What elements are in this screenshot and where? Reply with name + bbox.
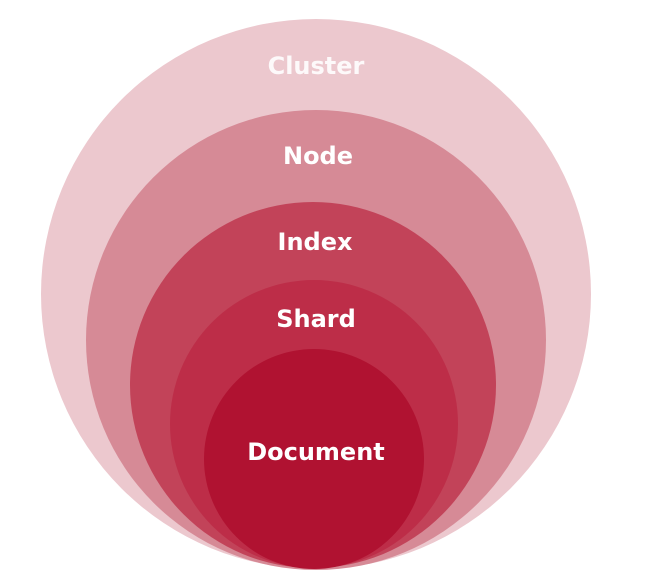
label-node: Node (283, 142, 353, 170)
circle-document (204, 349, 424, 569)
layer-document: Document (204, 349, 424, 569)
label-document: Document (247, 438, 385, 466)
label-cluster: Cluster (268, 52, 365, 80)
label-shard: Shard (276, 305, 356, 333)
label-index: Index (278, 228, 353, 256)
